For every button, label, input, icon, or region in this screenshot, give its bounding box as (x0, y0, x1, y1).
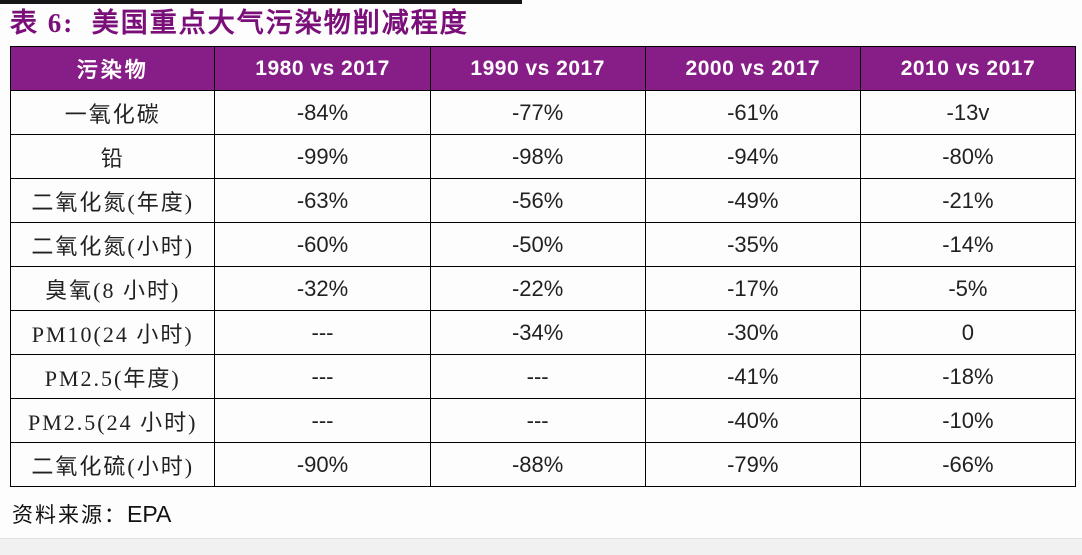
cell-value: -88% (429, 442, 646, 487)
cell-value: --- (429, 398, 646, 443)
table-row: 二氧化氮(小时) -60% -50% -35% -14% (9, 222, 1077, 267)
cell-value: -17% (644, 266, 861, 311)
table-row: 臭氧(8 小时) -32% -22% -17% -5% (9, 266, 1077, 311)
table-row: 二氧化氮(年度) -63% -56% -49% -21% (9, 178, 1077, 223)
cell-value: -21% (859, 178, 1077, 223)
cell-value: --- (214, 310, 431, 355)
table-row: 铅 -99% -98% -94% -80% (9, 134, 1077, 179)
source-label: 资料来源： (12, 503, 127, 527)
row-label: PM10(24 小时) (9, 310, 216, 355)
table-row: 二氧化硫(小时) -90% -88% -79% -66% (9, 442, 1077, 487)
row-label: PM2.5(24 小时) (9, 398, 216, 443)
cell-value: -60% (214, 222, 431, 267)
table-title: 表 6: 美国重点大气污染物削减程度 (10, 8, 469, 38)
column-header-2010-vs-2017: 2010 vs 2017 (859, 46, 1077, 91)
pollutant-reduction-table: 污染物 1980 vs 2017 1990 vs 2017 2000 vs 20… (9, 46, 1077, 487)
table-row: PM10(24 小时) --- -34% -30% 0 (9, 310, 1077, 355)
cell-value: -18% (859, 354, 1077, 399)
cell-value: -30% (644, 310, 861, 355)
row-label: 二氧化氮(小时) (9, 222, 216, 267)
cell-value: --- (214, 398, 431, 443)
cell-value: -40% (644, 398, 861, 443)
cell-value: -34% (429, 310, 646, 355)
row-label: 铅 (9, 134, 216, 179)
cell-value: -63% (214, 178, 431, 223)
cell-value: -80% (859, 134, 1077, 179)
row-label: PM2.5(年度) (9, 354, 216, 399)
row-label: 臭氧(8 小时) (9, 266, 216, 311)
cell-value: -10% (859, 398, 1077, 443)
cell-value: -56% (429, 178, 646, 223)
cell-value: 0 (859, 310, 1077, 355)
cell-value: --- (214, 354, 431, 399)
table-header-row: 污染物 1980 vs 2017 1990 vs 2017 2000 vs 20… (9, 46, 1077, 91)
cell-value: -77% (429, 90, 646, 135)
column-header-pollutant: 污染物 (9, 46, 216, 91)
cell-value: -79% (644, 442, 861, 487)
cell-value: --- (429, 354, 646, 399)
source-line: 资料来源：EPA (12, 499, 171, 529)
cell-value: -5% (859, 266, 1077, 311)
source-value: EPA (127, 501, 172, 527)
footer-band (0, 538, 1082, 555)
column-header-2000-vs-2017: 2000 vs 2017 (644, 46, 861, 91)
column-header-1980-vs-2017: 1980 vs 2017 (214, 46, 431, 91)
row-label: 一氧化碳 (9, 90, 216, 135)
cell-value: -35% (644, 222, 861, 267)
cell-value: -98% (429, 134, 646, 179)
column-header-1990-vs-2017: 1990 vs 2017 (429, 46, 646, 91)
cell-value: -94% (644, 134, 861, 179)
cell-value: -66% (859, 442, 1077, 487)
cell-value: -84% (214, 90, 431, 135)
cell-value: -90% (214, 442, 431, 487)
row-label: 二氧化硫(小时) (9, 442, 216, 487)
cell-value: -32% (214, 266, 431, 311)
cell-value: -61% (644, 90, 861, 135)
cell-value: -22% (429, 266, 646, 311)
top-rule-divider (0, 0, 522, 4)
row-label: 二氧化氮(年度) (9, 178, 216, 223)
cell-value: -49% (644, 178, 861, 223)
table-row: 一氧化碳 -84% -77% -61% -13v (9, 90, 1077, 135)
table-row: PM2.5(24 小时) --- --- -40% -10% (9, 398, 1077, 443)
cell-value: -41% (644, 354, 861, 399)
cell-value: -14% (859, 222, 1077, 267)
cell-value: -50% (429, 222, 646, 267)
cell-value: -13v (859, 90, 1077, 135)
table-row: PM2.5(年度) --- --- -41% -18% (9, 354, 1077, 399)
cell-value: -99% (214, 134, 431, 179)
